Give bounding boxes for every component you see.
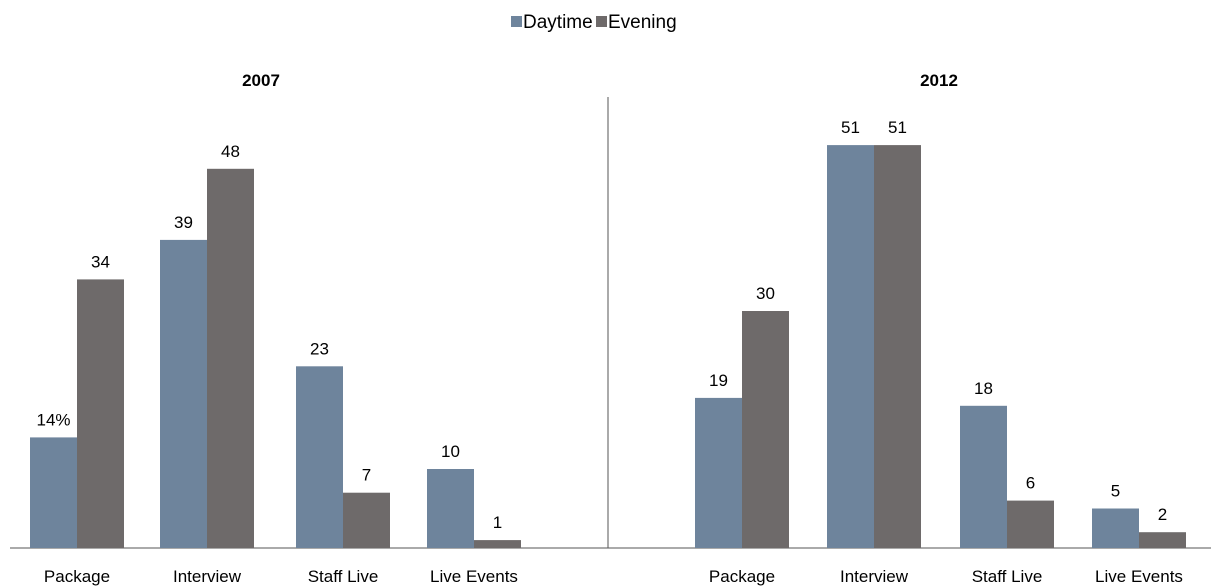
data-label-2012-interview-evening: 51 <box>888 118 907 137</box>
data-label-2007-live-events-daytime: 10 <box>441 442 460 461</box>
bar-2012-package-daytime <box>695 397 742 548</box>
data-label-2012-package-evening: 30 <box>756 284 775 303</box>
panel-2012: 2012 19 30 Package 51 51 Interview 18 6 Staff Liv… <box>608 71 1211 586</box>
bar-2012-interview-daytime <box>827 145 874 548</box>
bar-2007-staff-live-daytime <box>296 366 343 548</box>
bar-2012-staff-live-daytime <box>960 405 1007 548</box>
data-label-2012-live-events-daytime: 5 <box>1111 482 1120 501</box>
legend-label-evening: Evening <box>608 12 677 33</box>
bar-2007-live-events-daytime <box>427 469 474 548</box>
category-label-live-events: Live Events <box>1095 567 1183 586</box>
panel-2007: 2007 14% 34 Package 39 48 Interview 23 7 Staff Li… <box>10 71 608 586</box>
data-label-2012-interview-daytime: 51 <box>841 118 860 137</box>
chart-panels: 2007 14% 34 Package 39 48 Interview 23 7 Staff Li… <box>10 71 1211 586</box>
category-label-live-events: Live Events <box>430 567 518 586</box>
bar-2007-staff-live-evening <box>343 492 390 548</box>
data-label-2007-staff-live-evening: 7 <box>362 466 371 485</box>
data-label-2012-staff-live-daytime: 18 <box>974 379 993 398</box>
bar-2007-package-evening <box>77 279 124 548</box>
data-label-2012-staff-live-evening: 6 <box>1026 474 1035 493</box>
data-label-2007-package-evening: 34 <box>91 252 110 271</box>
bar-2012-interview-evening <box>874 145 921 548</box>
data-label-2007-staff-live-daytime: 23 <box>310 339 329 358</box>
bar-2007-package-daytime <box>30 437 77 548</box>
legend-label-daytime: Daytime <box>523 12 593 33</box>
panel-title: 2007 <box>242 71 280 90</box>
legend: Daytime Evening <box>511 12 677 33</box>
category-label-staff-live: Staff Live <box>308 567 379 586</box>
data-label-2007-package-daytime: 14% <box>36 410 70 429</box>
data-label-2007-live-events-evening: 1 <box>493 513 502 532</box>
category-label-interview: Interview <box>173 567 242 586</box>
legend-swatch-daytime <box>511 16 522 27</box>
bar-2012-live-events-daytime <box>1092 508 1139 548</box>
panel-title: 2012 <box>920 71 958 90</box>
bar-2012-live-events-evening <box>1139 532 1186 548</box>
bar-2007-live-events-evening <box>474 540 521 548</box>
category-label-package: Package <box>44 567 110 586</box>
bar-2007-interview-evening <box>207 168 254 549</box>
legend-swatch-evening <box>596 16 607 27</box>
bar-2007-interview-daytime <box>160 239 207 548</box>
bar-2012-staff-live-evening <box>1007 500 1054 548</box>
category-label-package: Package <box>709 567 775 586</box>
bar-2012-package-evening <box>742 311 789 548</box>
data-label-2012-live-events-evening: 2 <box>1158 505 1167 524</box>
data-label-2012-package-daytime: 19 <box>709 371 728 390</box>
category-label-staff-live: Staff Live <box>972 567 1043 586</box>
category-label-interview: Interview <box>840 567 909 586</box>
data-label-2007-interview-daytime: 39 <box>174 213 193 232</box>
data-label-2007-interview-evening: 48 <box>221 142 240 161</box>
